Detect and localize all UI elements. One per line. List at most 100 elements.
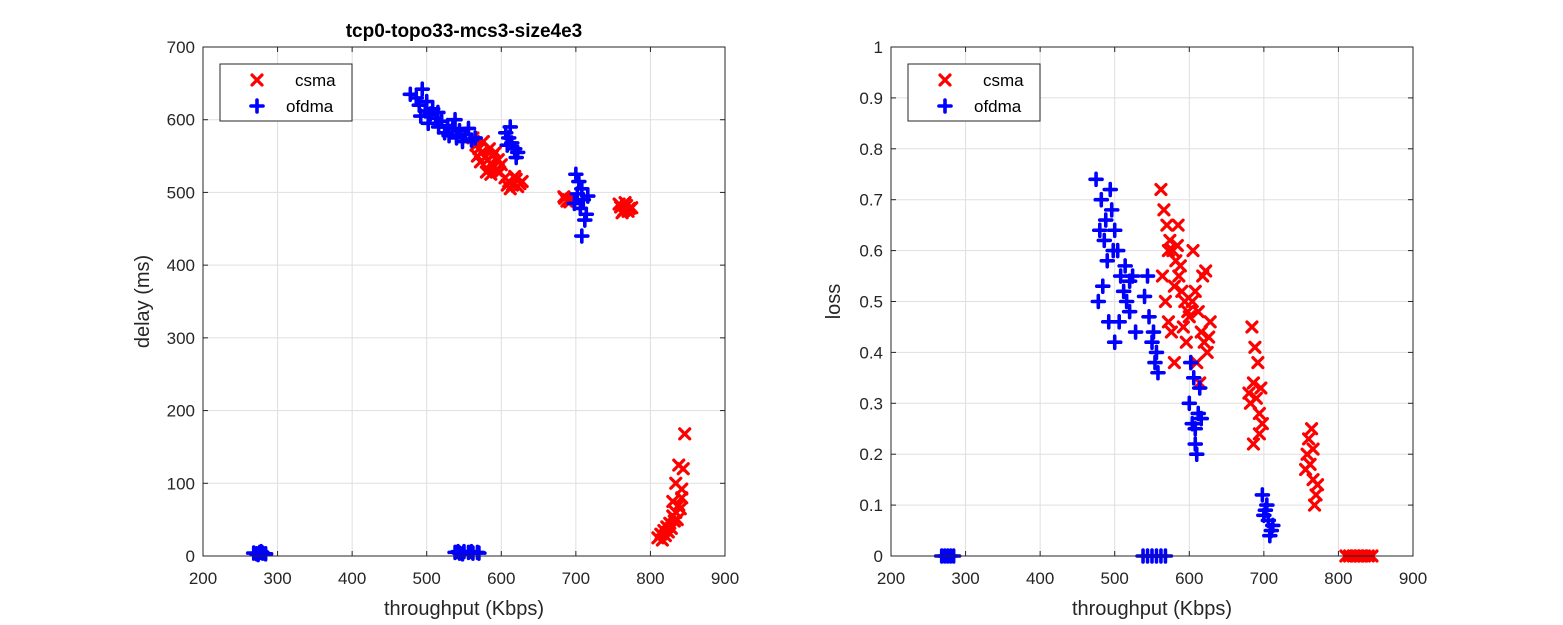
legend-marker-csma bbox=[250, 73, 264, 87]
data-point-csma bbox=[1306, 442, 1320, 456]
data-point-csma bbox=[667, 514, 681, 528]
data-point-ofdma bbox=[460, 120, 477, 137]
data-point-csma bbox=[1163, 233, 1177, 248]
legend-symbol-csma bbox=[938, 73, 952, 87]
data-point-csma bbox=[1246, 376, 1261, 390]
x-tick-label: 800 bbox=[1324, 569, 1352, 588]
data-point-csma bbox=[1202, 330, 1216, 344]
y-tick-label: 200 bbox=[167, 402, 195, 421]
data-point-csma bbox=[1170, 238, 1184, 253]
data-point-csma bbox=[612, 197, 626, 211]
data-point-csma bbox=[1299, 462, 1313, 477]
data-point-csma bbox=[1252, 427, 1266, 441]
series-ofdma bbox=[245, 81, 596, 563]
data-point-ofdma bbox=[1139, 268, 1156, 284]
data-point-ofdma bbox=[1112, 268, 1129, 284]
data-point-ofdma bbox=[1092, 222, 1108, 239]
data-point-ofdma bbox=[1096, 232, 1113, 249]
x-tick-label: 800 bbox=[636, 569, 664, 588]
data-point-csma bbox=[1248, 340, 1262, 354]
legend: csma ofdma bbox=[219, 63, 353, 122]
data-point-ofdma bbox=[1141, 308, 1157, 325]
data-point-ofdma bbox=[1193, 410, 1210, 427]
legend-label-ofdma: ofdma bbox=[974, 97, 1022, 116]
data-point-csma bbox=[1245, 320, 1259, 334]
x-tick-label: 900 bbox=[711, 569, 739, 588]
x-axis-label: throughput (Kbps) bbox=[1072, 598, 1232, 620]
data-point-csma bbox=[1185, 294, 1199, 309]
data-point-csma bbox=[1246, 437, 1261, 451]
data-point-ofdma bbox=[1090, 293, 1107, 310]
data-point-ofdma bbox=[412, 108, 429, 124]
data-point-ofdma bbox=[1102, 181, 1119, 198]
data-point-ofdma bbox=[579, 188, 596, 204]
x-tick-label: 200 bbox=[189, 569, 217, 588]
x-tick-label: 200 bbox=[877, 569, 905, 588]
y-tick-label: 400 bbox=[167, 256, 195, 275]
data-point-csma bbox=[1249, 391, 1264, 405]
data-point-ofdma bbox=[1185, 370, 1202, 386]
data-point-csma bbox=[1155, 269, 1170, 283]
data-point-ofdma bbox=[1106, 222, 1123, 239]
y-tick-label: 600 bbox=[167, 111, 195, 130]
data-point-csma bbox=[1310, 478, 1325, 492]
legend-label-csma: csma bbox=[983, 71, 1024, 90]
data-point-csma bbox=[1255, 417, 1269, 431]
data-point-csma bbox=[1161, 315, 1176, 329]
legend-label-ofdma: ofdma bbox=[286, 97, 334, 116]
data-point-ofdma bbox=[1188, 446, 1205, 463]
y-tick-label: 0.6 bbox=[859, 242, 883, 261]
data-point-csma bbox=[1252, 406, 1266, 421]
data-point-csma bbox=[672, 458, 686, 472]
data-point-csma bbox=[666, 494, 680, 509]
data-point-csma bbox=[1160, 218, 1174, 232]
data-point-csma bbox=[500, 178, 514, 192]
data-point-csma bbox=[1309, 488, 1323, 502]
legend-marker-ofdma bbox=[937, 98, 953, 114]
axis-ticks: 200 300 400 500 600 700 800 900 0 0.1 0.2 0.3 0.4 0.5… bbox=[859, 38, 1427, 588]
data-point-ofdma bbox=[447, 111, 463, 128]
data-point-ofdma bbox=[1182, 354, 1199, 371]
data-point-ofdma bbox=[1088, 171, 1104, 188]
data-point-csma bbox=[655, 533, 669, 547]
data-point-csma bbox=[1175, 284, 1189, 298]
data-point-csma bbox=[1194, 325, 1208, 339]
data-point-csma bbox=[1173, 259, 1187, 273]
data-point-ofdma bbox=[1259, 497, 1275, 513]
data-point-csma bbox=[1167, 279, 1181, 293]
data-point-ofdma bbox=[1191, 380, 1208, 396]
y-tick-label: 0.8 bbox=[859, 140, 883, 159]
data-point-csma bbox=[678, 427, 692, 441]
data-point-ofdma bbox=[1115, 283, 1132, 300]
data-point-csma bbox=[470, 149, 485, 163]
data-point-ofdma bbox=[1111, 314, 1127, 330]
data-point-ofdma bbox=[420, 115, 437, 132]
data-point-ofdma bbox=[1136, 288, 1153, 305]
loss-scatter-plot: 200 300 400 500 600 700 800 900 0 0.1 0.2 0.3 0.4 0.5… bbox=[823, 38, 1427, 620]
data-point-ofdma bbox=[1150, 364, 1166, 381]
x-tick-label: 700 bbox=[562, 569, 590, 588]
data-point-ofdma bbox=[1121, 303, 1138, 320]
data-point-ofdma bbox=[566, 195, 583, 212]
data-point-csma bbox=[1164, 325, 1178, 339]
y-tick-label: 300 bbox=[167, 329, 195, 348]
y-tick-label: 100 bbox=[167, 474, 195, 493]
y-axis-label: delay (ms) bbox=[132, 255, 154, 348]
data-point-csma bbox=[511, 180, 525, 194]
data-point-ofdma bbox=[441, 127, 457, 144]
data-point-ofdma bbox=[1262, 527, 1278, 544]
data-point-csma bbox=[484, 167, 498, 181]
x-tick-label: 300 bbox=[951, 569, 979, 588]
data-point-ofdma bbox=[502, 119, 519, 135]
plot-area-frame bbox=[202, 46, 726, 557]
x-tick-label: 400 bbox=[338, 569, 366, 588]
data-point-csma bbox=[1242, 386, 1256, 400]
x-tick-label: 500 bbox=[413, 569, 441, 588]
x-tick-label: 300 bbox=[263, 569, 291, 588]
data-point-ofdma bbox=[414, 81, 431, 97]
data-point-ofdma bbox=[1148, 344, 1165, 361]
legend-marker-csma bbox=[938, 73, 952, 87]
data-point-csma bbox=[1179, 335, 1193, 349]
data-point-csma bbox=[1307, 498, 1322, 512]
